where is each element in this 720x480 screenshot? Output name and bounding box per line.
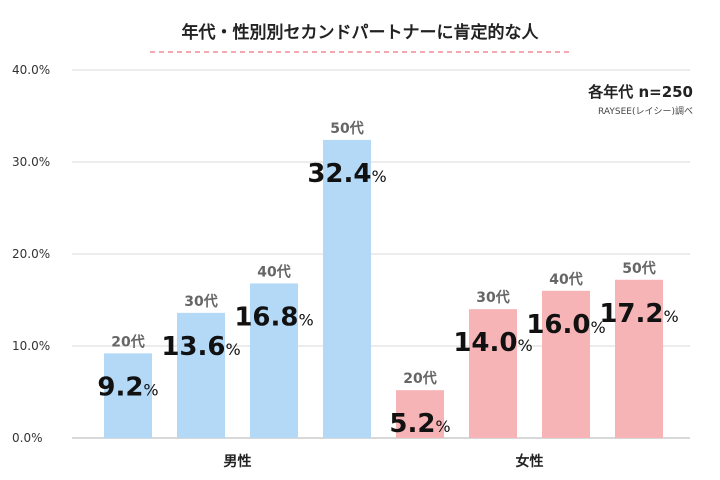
bar-category-label: 20代 bbox=[111, 333, 144, 350]
bar-category-label: 20代 bbox=[403, 370, 436, 387]
bar-value-unit: % bbox=[371, 167, 386, 186]
y-tick-label: 20.0% bbox=[12, 247, 50, 261]
bar bbox=[542, 290, 590, 438]
bar-value-number: 17.2 bbox=[599, 299, 663, 329]
bar-value-unit: % bbox=[225, 340, 240, 359]
bar bbox=[396, 390, 444, 438]
bar-category-label: 50代 bbox=[622, 260, 655, 277]
bar-value-number: 5.2 bbox=[389, 409, 435, 439]
bar-value-number: 14.0 bbox=[453, 328, 517, 358]
bar bbox=[469, 309, 517, 438]
grid-lines: 0.0% 10.0% 20.0% 30.0% 40.0% bbox=[12, 63, 690, 445]
bar-category-label: 50代 bbox=[330, 120, 363, 137]
y-tick-label: 0.0% bbox=[12, 431, 43, 445]
group-label: 男性 bbox=[224, 453, 252, 470]
bar-value-label: 17.2% bbox=[599, 299, 678, 329]
bar bbox=[104, 353, 152, 438]
bar-category-label: 40代 bbox=[549, 271, 582, 288]
y-tick-label: 40.0% bbox=[12, 63, 50, 77]
bar-value-label: 13.6% bbox=[161, 332, 240, 362]
bar-value-number: 9.2 bbox=[97, 372, 143, 402]
sample-note: 各年代 n=250 bbox=[587, 83, 693, 101]
bar-value-number: 16.8 bbox=[234, 302, 298, 332]
bar-value-label: 16.8% bbox=[234, 302, 313, 332]
source-note: RAYSEE(レイシー)調べ bbox=[598, 105, 693, 117]
bars bbox=[104, 139, 663, 439]
bar-value-label: 14.0% bbox=[453, 328, 532, 358]
group-label: 女性 bbox=[516, 453, 544, 470]
bar-value-label: 5.2% bbox=[389, 409, 450, 439]
bar bbox=[615, 279, 663, 438]
y-tick-label: 10.0% bbox=[12, 339, 50, 353]
bar-value-number: 16.0 bbox=[526, 310, 590, 340]
bar-value-unit: % bbox=[590, 318, 605, 337]
y-tick-label: 30.0% bbox=[12, 155, 50, 169]
bar bbox=[250, 283, 298, 438]
bar-value-unit: % bbox=[143, 380, 158, 399]
bar bbox=[323, 139, 371, 439]
bar bbox=[177, 312, 225, 438]
bar-value-unit: % bbox=[435, 417, 450, 436]
bar-value-label: 16.0% bbox=[526, 310, 605, 340]
bar-category-label: 40代 bbox=[257, 263, 290, 280]
bar-value-label: 9.2% bbox=[97, 372, 158, 402]
bar-value-unit: % bbox=[517, 336, 532, 355]
bar-value-unit: % bbox=[663, 307, 678, 326]
bar-value-unit: % bbox=[298, 310, 313, 329]
bar-value-label: 32.4% bbox=[307, 159, 386, 189]
bar-category-label: 30代 bbox=[184, 293, 217, 310]
chart-title: 年代・性別別セカンドパートナーに肯定的な人 bbox=[182, 22, 540, 43]
bar-category-label: 30代 bbox=[476, 289, 509, 306]
bar-value-number: 13.6 bbox=[161, 332, 225, 362]
labels: 20代 9.2% 30代 13.6% 40代 16.8% 50代 32.4% 男性 20代 5.2%… bbox=[97, 120, 678, 470]
bar-value-number: 32.4 bbox=[307, 159, 371, 189]
